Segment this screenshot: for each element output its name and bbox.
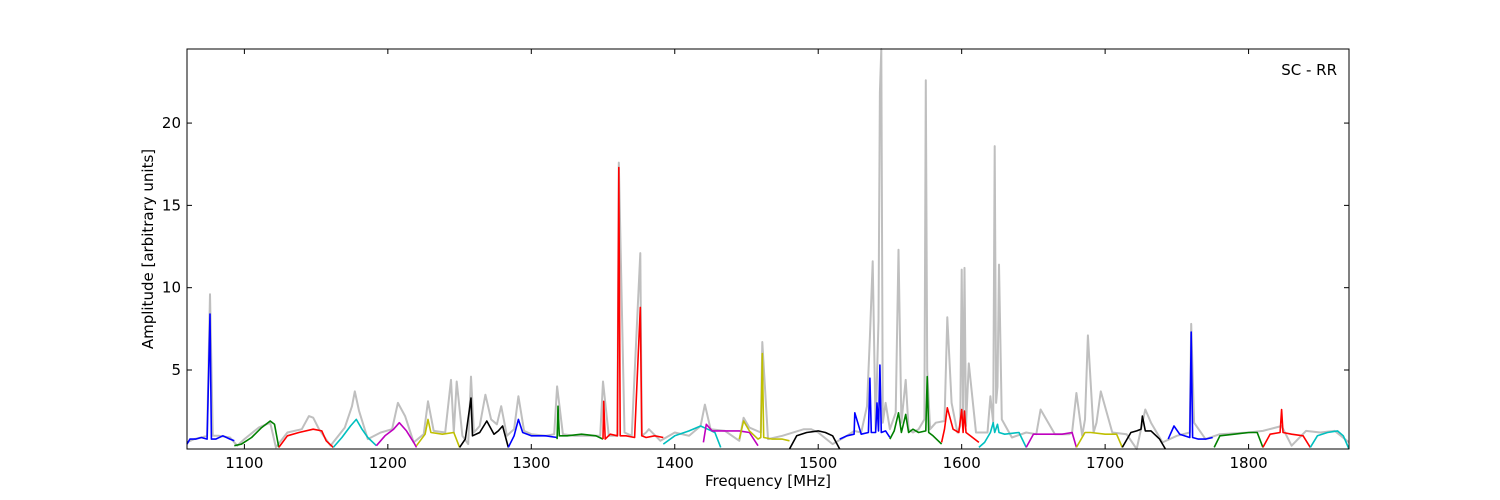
- x-tick-label: 1200: [369, 454, 407, 472]
- background-line: [186, 48, 1350, 450]
- series-line-9: [556, 405, 604, 440]
- series-line-22: [1167, 331, 1213, 440]
- x-tick-label: 1100: [225, 454, 263, 472]
- series-line-18: [978, 421, 1027, 449]
- x-tick-label: 1700: [1086, 454, 1124, 472]
- y-axis-label: Amplitude [arbitrary units]: [139, 149, 157, 349]
- series-line-11: [662, 425, 722, 448]
- x-tick-label: 1600: [943, 454, 981, 472]
- y-tick-label: 5: [171, 361, 181, 379]
- series-line-21: [1121, 415, 1167, 450]
- y-axis: 5 10 15 20: [162, 114, 1349, 379]
- series-line-6: [415, 418, 461, 448]
- series-line-14: [788, 430, 841, 450]
- series-line-1: [186, 313, 235, 445]
- series-line-7: [458, 397, 510, 448]
- y-tick-label: 20: [162, 114, 181, 132]
- series-line-5: [375, 421, 418, 448]
- y-tick-label: 10: [162, 279, 181, 297]
- series-line-10: [602, 166, 664, 440]
- series-line-12: [702, 423, 759, 447]
- series-line-16: [889, 375, 943, 445]
- series-line-2: [234, 420, 280, 448]
- plot-frame: [186, 48, 1350, 450]
- series-line-13: [738, 352, 790, 442]
- series-line-23: [1213, 431, 1264, 448]
- x-tick-label: 1800: [1229, 454, 1267, 472]
- background-spectrum: [186, 48, 1350, 450]
- series-line-19: [1025, 431, 1078, 448]
- panel-annotation: SC - RR: [1281, 61, 1337, 79]
- series-line-25: [1309, 430, 1350, 450]
- series-line-4: [332, 418, 377, 448]
- series-line-15: [839, 364, 891, 440]
- series-line-20: [1075, 431, 1124, 448]
- series-layer: [186, 166, 1350, 450]
- series-line-17: [940, 407, 980, 444]
- x-tick-label: 1500: [799, 454, 837, 472]
- x-axis: 1100 1200 1300 1400 1500 1600 1700 1800: [225, 49, 1268, 472]
- y-tick-label: 15: [162, 196, 181, 214]
- x-axis-label: Frequency [MHz]: [705, 472, 831, 490]
- series-line-3: [278, 428, 334, 448]
- series-line-8: [507, 418, 558, 448]
- series-line-24: [1262, 408, 1311, 448]
- x-tick-label: 1300: [512, 454, 550, 472]
- x-tick-label: 1400: [656, 454, 694, 472]
